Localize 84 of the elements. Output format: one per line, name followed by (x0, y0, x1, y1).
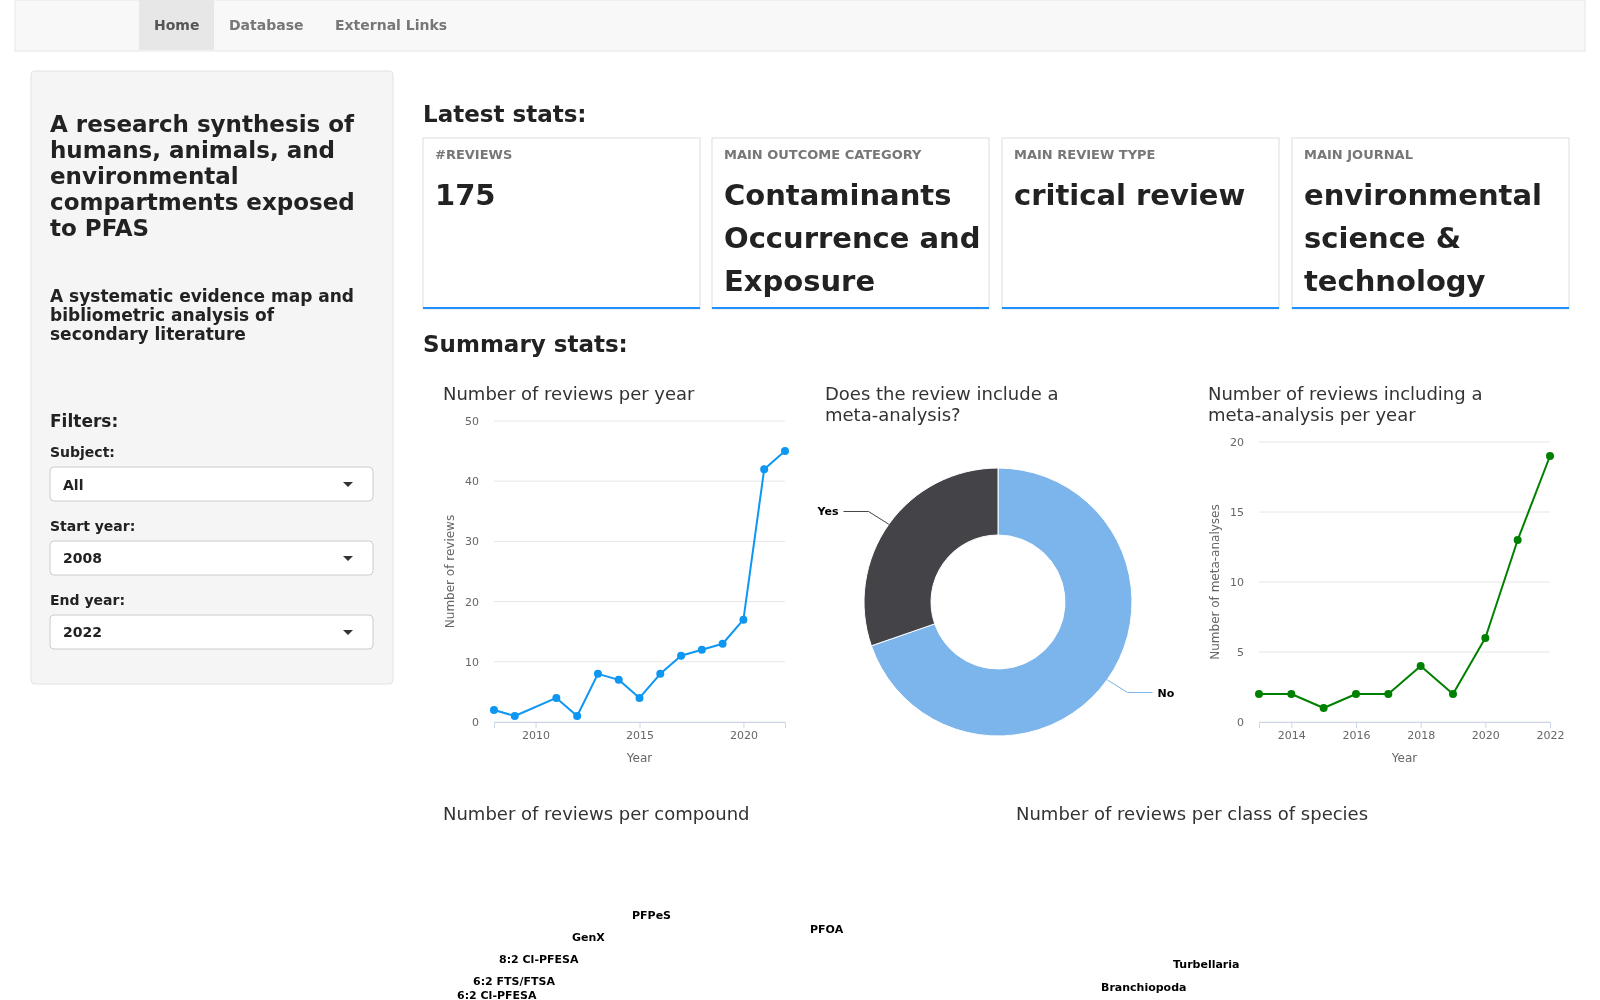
point (739, 615, 748, 624)
point (593, 669, 602, 678)
x-axis-title: Year (1390, 751, 1418, 765)
point (677, 651, 686, 660)
x-tick-label: 2020 (729, 728, 758, 742)
chart-title: Number of reviews including a meta-analysis per year (1208, 383, 1483, 425)
text: 6:2 FTS/FTSA (473, 975, 556, 988)
point (635, 693, 644, 702)
text: Number of reviews per class of species (1016, 803, 1369, 824)
text: Latest stats: (423, 101, 587, 127)
point (490, 705, 498, 714)
text: environmental science & technology (1304, 178, 1542, 298)
text: Number of reviews per compound (443, 803, 750, 824)
point (614, 675, 623, 684)
text: A research synthesis of humans, animals, and environmental compartments exposed to PFAS (50, 111, 356, 241)
text: Start year: (50, 518, 136, 534)
text: #REVIEWS (435, 147, 513, 162)
text: External Links (335, 17, 448, 33)
y-tick-label: 20 (465, 595, 479, 609)
text: PFOA (810, 923, 844, 936)
text: Home (154, 17, 200, 33)
point (1255, 690, 1263, 698)
x-tick-label: 2014 (1277, 728, 1306, 742)
point (760, 465, 769, 474)
y-tick-label: 15 (1230, 506, 1244, 520)
y-tick-label: 10 (1230, 576, 1244, 590)
chart-title: Number of reviews per year (443, 383, 696, 404)
y-tick-label: 50 (465, 415, 479, 429)
point (1319, 704, 1328, 712)
text: MAIN JOURNAL (1304, 147, 1413, 162)
point (697, 645, 706, 654)
y-tick-label: 30 (465, 535, 479, 549)
point (1546, 452, 1554, 460)
text: Database (229, 17, 304, 33)
text: 2022 (63, 624, 102, 640)
x-tick-label: 2022 (1536, 728, 1565, 742)
y-tick-label: 0 (1237, 716, 1244, 730)
point (1416, 662, 1425, 670)
text: All (63, 477, 84, 493)
x-axis-title: Year (625, 751, 653, 765)
point (656, 669, 665, 678)
y-axis-title: Number of reviews (443, 514, 457, 629)
x-tick-label: 2010 (522, 728, 551, 742)
text: MAIN OUTCOME CATEGORY (724, 147, 923, 162)
y-tick-label: 20 (1230, 436, 1244, 450)
point (1513, 536, 1522, 544)
text: PFPeS (632, 909, 672, 922)
slice-label: Yes (816, 505, 839, 519)
x-tick-label: 2015 (626, 728, 654, 742)
point (1384, 690, 1393, 698)
point (1352, 690, 1360, 698)
text: 8:2 Cl-PFESA (499, 953, 579, 966)
point (718, 639, 727, 648)
point (1449, 690, 1457, 698)
y-tick-label: 0 (472, 716, 479, 730)
text: Branchiopoda (1101, 981, 1187, 994)
text: MAIN REVIEW TYPE (1014, 147, 1156, 162)
text: 2008 (63, 550, 102, 566)
text: critical review (1014, 178, 1246, 212)
text: 175 (435, 178, 496, 212)
text: Contaminants Occurrence and Exposure (724, 178, 981, 298)
y-tick-label: 5 (1237, 646, 1244, 660)
y-axis-title: Number of meta-analyses (1208, 504, 1222, 660)
x-tick-label: 2020 (1471, 728, 1500, 742)
slice-label: No (1157, 686, 1175, 700)
text: Subject: (50, 444, 115, 460)
point (573, 712, 582, 720)
y-tick-label: 10 (465, 655, 479, 669)
chart-title: Does the review include a meta-analysis? (825, 383, 1059, 425)
point (781, 447, 789, 456)
x-tick-label: 2018 (1407, 728, 1436, 742)
text: Filters: (50, 411, 119, 431)
text: A systematic evidence map and bibliometric analysis of secondary literature (50, 286, 354, 344)
text: Turbellaria (1173, 958, 1240, 971)
x-tick-label: 2016 (1342, 728, 1371, 742)
point (1481, 634, 1490, 642)
y-tick-label: 40 (465, 475, 479, 489)
point (510, 712, 519, 720)
text: End year: (50, 592, 125, 608)
point (552, 693, 561, 702)
text: 6:2 Cl-PFESA (457, 989, 537, 1000)
point (1287, 690, 1296, 698)
text: Summary stats: (423, 331, 628, 357)
text: GenX (572, 931, 606, 944)
